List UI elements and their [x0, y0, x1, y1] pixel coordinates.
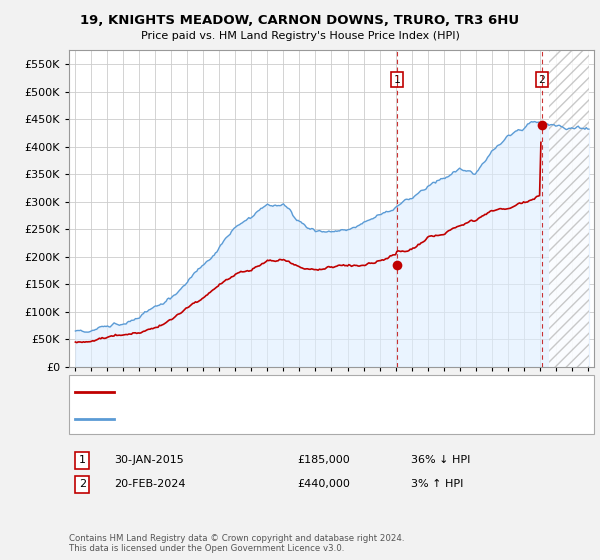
Text: £185,000: £185,000 [297, 455, 350, 465]
Text: 1: 1 [79, 455, 86, 465]
Text: Price paid vs. HM Land Registry's House Price Index (HPI): Price paid vs. HM Land Registry's House … [140, 31, 460, 41]
Text: 19, KNIGHTS MEADOW, CARNON DOWNS, TRURO, TR3 6HU: 19, KNIGHTS MEADOW, CARNON DOWNS, TRURO,… [80, 14, 520, 27]
Text: 2: 2 [538, 74, 545, 85]
Text: 36% ↓ HPI: 36% ↓ HPI [411, 455, 470, 465]
Text: 2: 2 [79, 479, 86, 489]
Text: 1: 1 [394, 74, 400, 85]
Text: 3% ↑ HPI: 3% ↑ HPI [411, 479, 463, 489]
Text: 30-JAN-2015: 30-JAN-2015 [114, 455, 184, 465]
Text: 19, KNIGHTS MEADOW, CARNON DOWNS, TRURO, TR3 6HU (detached house): 19, KNIGHTS MEADOW, CARNON DOWNS, TRURO,… [120, 386, 524, 396]
Text: Contains HM Land Registry data © Crown copyright and database right 2024.
This d: Contains HM Land Registry data © Crown c… [69, 534, 404, 553]
Text: £440,000: £440,000 [297, 479, 350, 489]
Text: 20-FEB-2024: 20-FEB-2024 [114, 479, 185, 489]
Text: HPI: Average price, detached house, Cornwall: HPI: Average price, detached house, Corn… [120, 414, 358, 424]
